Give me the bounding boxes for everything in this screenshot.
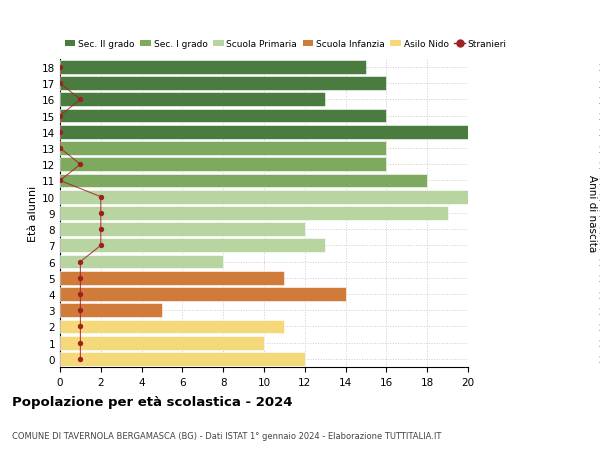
Bar <box>60 174 427 188</box>
Point <box>55 80 65 88</box>
Point <box>76 274 85 282</box>
Bar <box>60 93 325 107</box>
Point <box>96 194 106 201</box>
Text: Anni di nascita: Anni di nascita <box>587 175 597 252</box>
Bar <box>60 77 386 91</box>
Bar <box>60 109 386 123</box>
Point <box>76 161 85 168</box>
Bar <box>60 287 346 301</box>
Point <box>76 96 85 104</box>
Point <box>76 307 85 314</box>
Text: COMUNE DI TAVERNOLA BERGAMASCA (BG) - Dati ISTAT 1° gennaio 2024 - Elaborazione : COMUNE DI TAVERNOLA BERGAMASCA (BG) - Da… <box>12 431 442 441</box>
Point <box>55 177 65 185</box>
Bar <box>60 255 223 269</box>
Bar <box>60 207 448 220</box>
Y-axis label: Età alunni: Età alunni <box>28 185 38 241</box>
Point <box>76 355 85 363</box>
Point <box>96 226 106 233</box>
Bar <box>60 223 305 236</box>
Legend: Sec. II grado, Sec. I grado, Scuola Primaria, Scuola Infanzia, Asilo Nido, Stran: Sec. II grado, Sec. I grado, Scuola Prim… <box>65 40 507 49</box>
Bar <box>60 336 264 350</box>
Point <box>55 64 65 72</box>
Point <box>76 339 85 347</box>
Point <box>55 112 65 120</box>
Bar <box>60 239 325 253</box>
Bar <box>60 320 284 334</box>
Bar <box>60 142 386 156</box>
Point <box>96 242 106 250</box>
Point <box>76 323 85 330</box>
Bar <box>60 271 284 285</box>
Text: Popolazione per età scolastica - 2024: Popolazione per età scolastica - 2024 <box>12 395 293 408</box>
Bar <box>60 352 305 366</box>
Bar <box>60 158 386 172</box>
Point <box>55 145 65 152</box>
Bar <box>60 304 162 318</box>
Bar <box>60 126 468 140</box>
Point <box>55 129 65 136</box>
Point <box>76 291 85 298</box>
Point <box>96 210 106 217</box>
Bar <box>60 61 366 75</box>
Bar <box>60 190 468 204</box>
Point <box>76 258 85 266</box>
